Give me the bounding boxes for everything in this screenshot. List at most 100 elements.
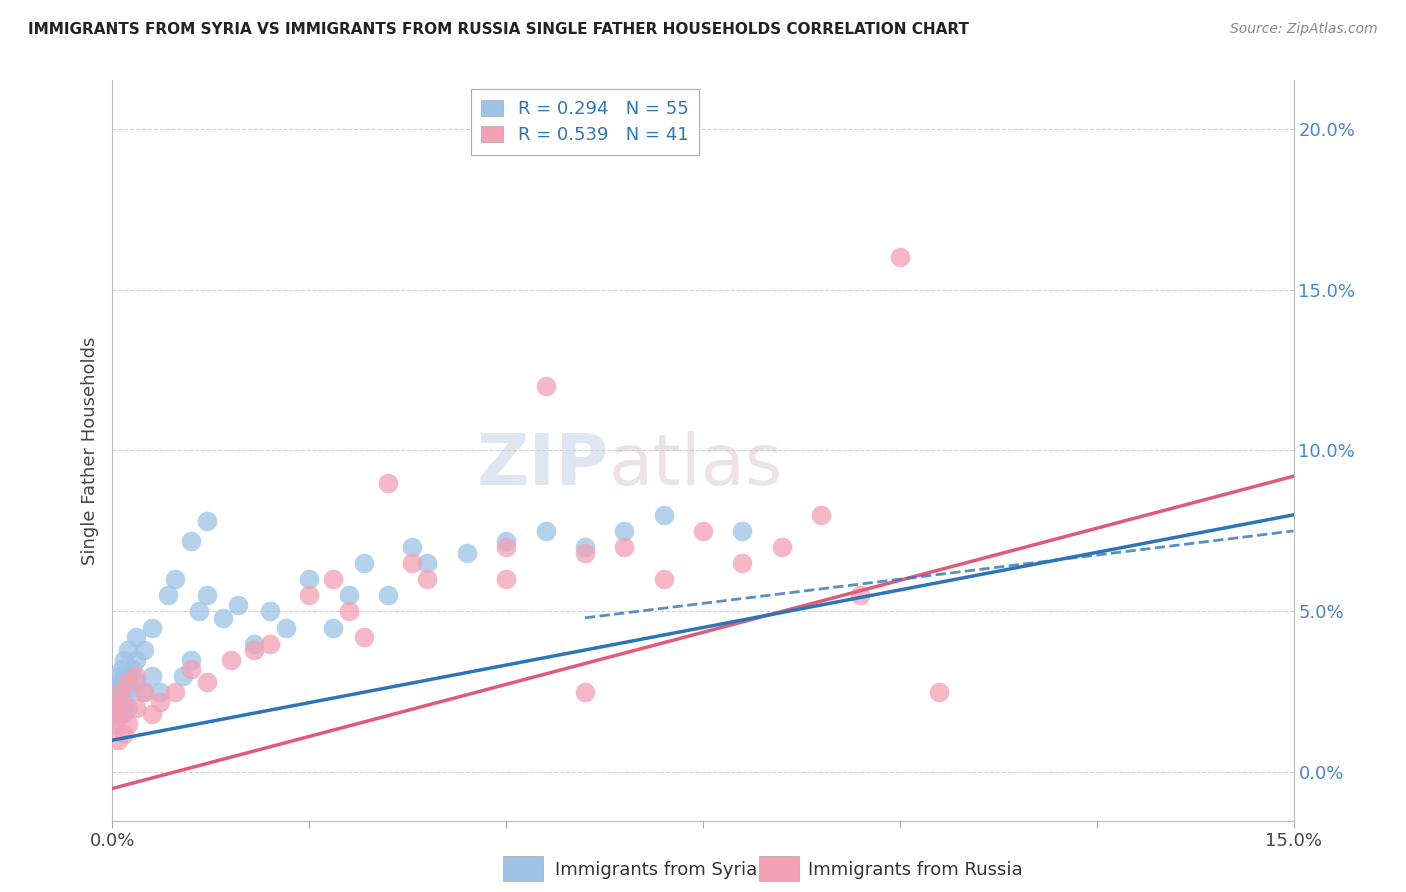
- Point: [928, 685, 950, 699]
- Point: [849, 588, 872, 602]
- Point: [112, 727, 135, 741]
- Point: [322, 620, 344, 634]
- Point: [156, 588, 179, 602]
- Text: ZIP: ZIP: [477, 431, 609, 500]
- Point: [180, 653, 202, 667]
- Point: [141, 620, 163, 634]
- Point: [195, 588, 218, 602]
- Point: [377, 475, 399, 490]
- Point: [574, 546, 596, 560]
- Text: atlas: atlas: [609, 431, 783, 500]
- Point: [104, 717, 127, 731]
- Point: [165, 685, 187, 699]
- Point: [298, 588, 321, 602]
- Point: [322, 572, 344, 586]
- Point: [889, 250, 911, 264]
- Point: [111, 694, 134, 708]
- Point: [574, 685, 596, 699]
- Text: Source: ZipAtlas.com: Source: ZipAtlas.com: [1230, 22, 1378, 37]
- Point: [105, 685, 128, 699]
- Point: [110, 685, 132, 699]
- Point: [401, 540, 423, 554]
- Point: [117, 669, 139, 683]
- Point: [112, 653, 135, 667]
- Point: [401, 556, 423, 570]
- Point: [149, 685, 172, 699]
- Point: [495, 533, 517, 548]
- Point: [274, 620, 297, 634]
- Point: [353, 630, 375, 644]
- Text: Immigrants from Syria: Immigrants from Syria: [555, 861, 758, 879]
- Point: [337, 604, 360, 618]
- Point: [377, 588, 399, 602]
- Point: [416, 556, 439, 570]
- Point: [613, 540, 636, 554]
- Point: [105, 701, 128, 715]
- Point: [132, 685, 155, 699]
- Point: [125, 675, 148, 690]
- Point: [112, 701, 135, 715]
- Point: [456, 546, 478, 560]
- Point: [125, 630, 148, 644]
- Point: [495, 540, 517, 554]
- Point: [125, 669, 148, 683]
- Point: [731, 556, 754, 570]
- Point: [107, 707, 129, 722]
- Point: [259, 604, 281, 618]
- Point: [172, 669, 194, 683]
- Point: [534, 524, 557, 538]
- Point: [112, 685, 135, 699]
- Point: [180, 662, 202, 676]
- Point: [692, 524, 714, 538]
- Point: [195, 514, 218, 528]
- Point: [731, 524, 754, 538]
- Legend: R = 0.294   N = 55, R = 0.539   N = 41: R = 0.294 N = 55, R = 0.539 N = 41: [471, 89, 699, 154]
- Point: [125, 701, 148, 715]
- Y-axis label: Single Father Households: Single Father Households: [80, 336, 98, 565]
- Point: [108, 675, 131, 690]
- Point: [810, 508, 832, 522]
- Point: [110, 707, 132, 722]
- Point: [652, 572, 675, 586]
- Point: [574, 540, 596, 554]
- Point: [111, 707, 134, 722]
- Point: [195, 675, 218, 690]
- Point: [141, 707, 163, 722]
- Point: [534, 379, 557, 393]
- Point: [141, 669, 163, 683]
- Text: Immigrants from Russia: Immigrants from Russia: [808, 861, 1024, 879]
- Point: [107, 694, 129, 708]
- Point: [105, 701, 128, 715]
- Point: [104, 717, 127, 731]
- Point: [613, 524, 636, 538]
- Point: [111, 675, 134, 690]
- Point: [337, 588, 360, 602]
- Point: [149, 694, 172, 708]
- Point: [652, 508, 675, 522]
- Point: [132, 643, 155, 657]
- Point: [117, 685, 139, 699]
- Point: [228, 598, 250, 612]
- Point: [243, 643, 266, 657]
- Point: [259, 637, 281, 651]
- Point: [298, 572, 321, 586]
- Point: [110, 694, 132, 708]
- Point: [111, 662, 134, 676]
- Point: [117, 717, 139, 731]
- Point: [188, 604, 211, 618]
- Point: [165, 572, 187, 586]
- Point: [107, 733, 129, 747]
- Point: [180, 533, 202, 548]
- Point: [121, 662, 143, 676]
- Point: [117, 701, 139, 715]
- Point: [125, 653, 148, 667]
- Point: [416, 572, 439, 586]
- Point: [110, 669, 132, 683]
- Point: [117, 643, 139, 657]
- Point: [495, 572, 517, 586]
- Point: [353, 556, 375, 570]
- Point: [770, 540, 793, 554]
- Point: [219, 653, 242, 667]
- Text: IMMIGRANTS FROM SYRIA VS IMMIGRANTS FROM RUSSIA SINGLE FATHER HOUSEHOLDS CORRELA: IMMIGRANTS FROM SYRIA VS IMMIGRANTS FROM…: [28, 22, 969, 37]
- Point: [132, 685, 155, 699]
